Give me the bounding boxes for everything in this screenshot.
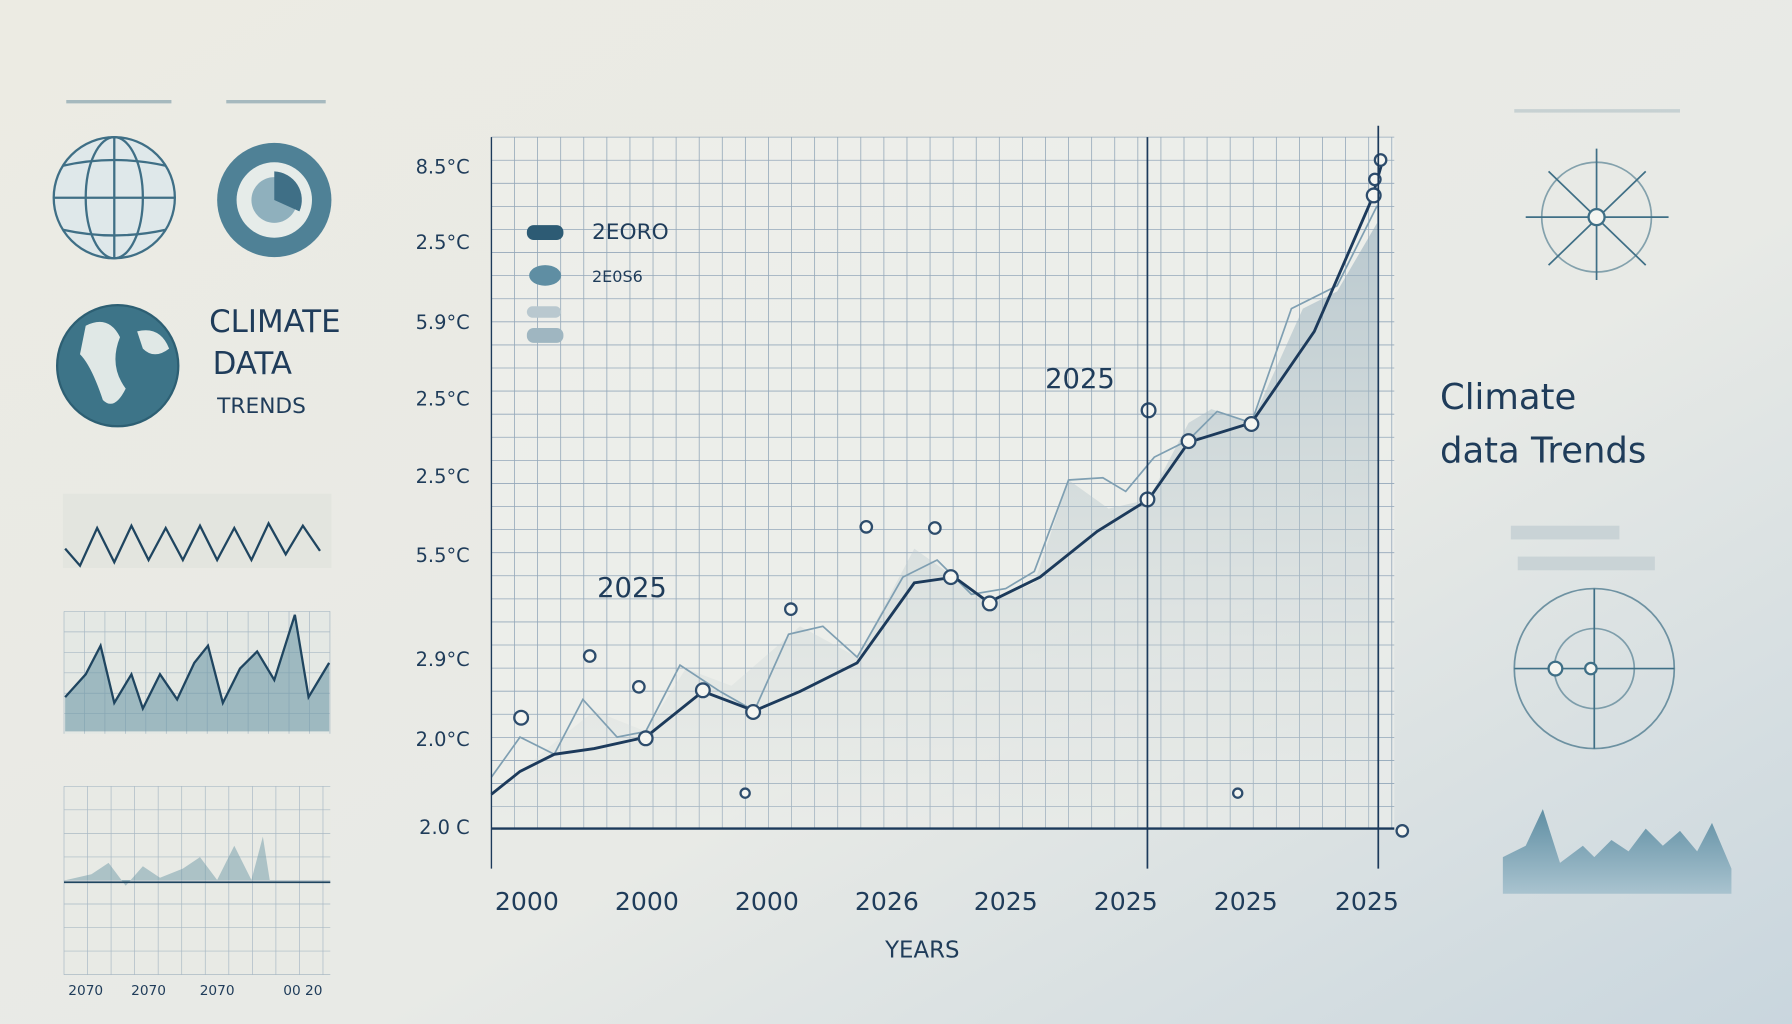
- mini-chart-label: 2070: [200, 983, 235, 999]
- x-label: 2025: [1335, 887, 1399, 916]
- mini-chart-2: [63, 785, 331, 975]
- legend-label: 2EORO: [592, 220, 669, 245]
- y-label: 2.5°C: [416, 388, 470, 411]
- logo-text: TRENDS: [216, 394, 306, 419]
- mini-chart-label: 00 20: [283, 983, 322, 999]
- legend-label: 2E0S6: [592, 267, 643, 286]
- panel-title: Climate: [1440, 377, 1576, 418]
- y-label: 2.0°C: [416, 728, 470, 751]
- secondary-line: [490, 205, 1378, 778]
- y-label: 5.9°C: [416, 311, 470, 334]
- texts: CLIMATE DATA TRENDS 2070 2070 2070 00 20 8.5°C 2…: [68, 155, 1646, 998]
- ring-icon: [217, 142, 332, 258]
- mountain-chart: [1502, 809, 1732, 894]
- globe-icon: [52, 135, 176, 260]
- x-label: 2000: [615, 887, 679, 916]
- x-label: 2025: [974, 887, 1038, 916]
- trend-area: [491, 222, 1378, 829]
- annotation: 2025: [1045, 364, 1115, 395]
- logo-text: CLIMATE: [209, 304, 340, 340]
- x-label: 2000: [495, 887, 559, 916]
- right-panel: [1502, 109, 1732, 894]
- y-label: 8.5°C: [416, 155, 470, 178]
- annotation: 2025: [597, 573, 667, 604]
- y-label: 2.0 C: [419, 816, 470, 839]
- x-label: 2025: [1214, 887, 1278, 916]
- y-label: 2.5°C: [416, 231, 470, 254]
- y-label: 5.5°C: [416, 544, 470, 567]
- main-chart: [490, 125, 1410, 869]
- logo-text: DATA: [213, 346, 292, 382]
- x-label: 2026: [855, 887, 919, 916]
- panel-title: data Trends: [1440, 431, 1646, 472]
- legend: [526, 225, 564, 343]
- x-label: 2025: [1094, 887, 1158, 916]
- mini-chart-1: [63, 611, 331, 734]
- radar-icon: [1513, 587, 1676, 750]
- compass-icon: [1525, 148, 1669, 280]
- earth-icon: [55, 303, 180, 428]
- mini-chart-label: 2070: [131, 983, 166, 999]
- y-label: 2.5°C: [416, 465, 470, 488]
- x-label: 2000: [735, 887, 799, 916]
- mini-chart-label: 2070: [68, 983, 103, 999]
- x-axis-title: YEARS: [884, 937, 959, 963]
- sidebar: [52, 100, 332, 975]
- y-label: 2.9°C: [416, 648, 470, 671]
- trend-line: [490, 159, 1385, 796]
